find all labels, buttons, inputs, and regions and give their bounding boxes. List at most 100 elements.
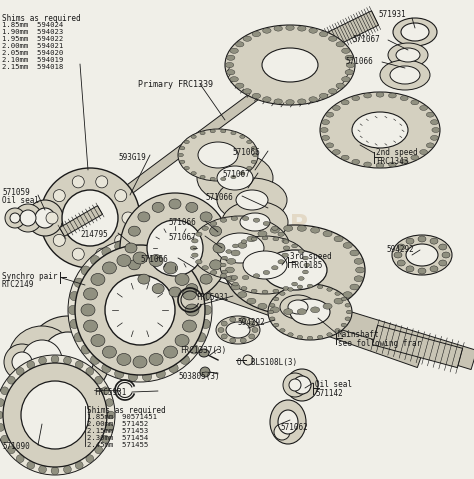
Ellipse shape bbox=[221, 321, 227, 326]
Ellipse shape bbox=[346, 310, 352, 314]
Ellipse shape bbox=[439, 244, 447, 250]
Ellipse shape bbox=[74, 332, 83, 342]
Ellipse shape bbox=[102, 247, 111, 257]
Ellipse shape bbox=[184, 140, 189, 144]
Ellipse shape bbox=[178, 153, 183, 157]
Ellipse shape bbox=[12, 352, 32, 372]
Ellipse shape bbox=[364, 93, 372, 98]
Ellipse shape bbox=[182, 320, 196, 332]
Ellipse shape bbox=[393, 18, 437, 46]
Ellipse shape bbox=[354, 276, 363, 282]
Ellipse shape bbox=[72, 176, 84, 188]
Ellipse shape bbox=[133, 356, 147, 368]
Ellipse shape bbox=[128, 226, 140, 236]
Text: Shims as required: Shims as required bbox=[2, 14, 81, 23]
Ellipse shape bbox=[1, 387, 9, 395]
Ellipse shape bbox=[252, 93, 261, 99]
Ellipse shape bbox=[40, 168, 140, 268]
Ellipse shape bbox=[293, 376, 311, 394]
Ellipse shape bbox=[263, 271, 270, 274]
Ellipse shape bbox=[210, 221, 217, 226]
Ellipse shape bbox=[39, 466, 46, 473]
Ellipse shape bbox=[156, 241, 165, 251]
Ellipse shape bbox=[283, 226, 293, 231]
Ellipse shape bbox=[191, 239, 198, 243]
Ellipse shape bbox=[117, 354, 131, 365]
Ellipse shape bbox=[290, 299, 330, 325]
Ellipse shape bbox=[236, 42, 244, 47]
Ellipse shape bbox=[152, 202, 164, 212]
Text: 571142: 571142 bbox=[315, 389, 343, 398]
Ellipse shape bbox=[125, 243, 137, 253]
Ellipse shape bbox=[107, 411, 115, 419]
Ellipse shape bbox=[226, 322, 250, 338]
Ellipse shape bbox=[251, 160, 256, 163]
Ellipse shape bbox=[427, 112, 434, 117]
Text: 2nd speed: 2nd speed bbox=[376, 148, 418, 157]
Ellipse shape bbox=[253, 274, 260, 278]
Ellipse shape bbox=[105, 275, 175, 345]
Ellipse shape bbox=[332, 105, 340, 111]
Ellipse shape bbox=[169, 247, 178, 257]
Text: 2.30mm  571454: 2.30mm 571454 bbox=[87, 435, 148, 441]
Text: 571067: 571067 bbox=[352, 35, 380, 44]
Ellipse shape bbox=[273, 323, 279, 327]
Ellipse shape bbox=[270, 307, 280, 313]
Ellipse shape bbox=[298, 99, 306, 104]
Ellipse shape bbox=[263, 250, 327, 290]
Text: 571066: 571066 bbox=[205, 193, 233, 202]
Ellipse shape bbox=[243, 355, 253, 365]
Ellipse shape bbox=[307, 284, 313, 288]
Ellipse shape bbox=[350, 250, 359, 256]
Ellipse shape bbox=[241, 286, 247, 290]
Ellipse shape bbox=[53, 190, 65, 202]
Ellipse shape bbox=[83, 320, 98, 332]
Text: RTC2149: RTC2149 bbox=[2, 280, 35, 289]
Ellipse shape bbox=[390, 66, 420, 84]
Ellipse shape bbox=[96, 248, 108, 260]
Text: Primary FRC1339: Primary FRC1339 bbox=[138, 80, 213, 89]
Ellipse shape bbox=[230, 317, 236, 322]
Text: 2.45mm  571455: 2.45mm 571455 bbox=[87, 442, 148, 448]
Ellipse shape bbox=[0, 355, 115, 475]
Ellipse shape bbox=[389, 162, 396, 167]
Polygon shape bbox=[292, 296, 474, 370]
Ellipse shape bbox=[180, 256, 190, 265]
Ellipse shape bbox=[117, 254, 131, 266]
Ellipse shape bbox=[336, 83, 345, 88]
Ellipse shape bbox=[249, 334, 255, 339]
Ellipse shape bbox=[68, 305, 78, 315]
Ellipse shape bbox=[280, 292, 285, 296]
Ellipse shape bbox=[197, 332, 206, 342]
Ellipse shape bbox=[169, 199, 181, 209]
Text: 571059: 571059 bbox=[2, 188, 30, 197]
Ellipse shape bbox=[0, 423, 4, 431]
Ellipse shape bbox=[343, 242, 352, 248]
Ellipse shape bbox=[341, 297, 346, 301]
Ellipse shape bbox=[411, 155, 419, 160]
Ellipse shape bbox=[430, 136, 438, 140]
Ellipse shape bbox=[252, 328, 258, 332]
Ellipse shape bbox=[202, 266, 209, 270]
Ellipse shape bbox=[101, 387, 109, 395]
Ellipse shape bbox=[8, 446, 15, 454]
Ellipse shape bbox=[283, 286, 289, 290]
Ellipse shape bbox=[334, 236, 343, 242]
Ellipse shape bbox=[115, 369, 124, 378]
Text: 571062: 571062 bbox=[280, 423, 308, 432]
Ellipse shape bbox=[227, 276, 236, 282]
Ellipse shape bbox=[75, 361, 83, 369]
Ellipse shape bbox=[392, 235, 452, 275]
Ellipse shape bbox=[236, 190, 268, 210]
Ellipse shape bbox=[352, 112, 408, 148]
Ellipse shape bbox=[230, 48, 238, 53]
Ellipse shape bbox=[190, 266, 199, 275]
Ellipse shape bbox=[91, 274, 105, 285]
Ellipse shape bbox=[210, 129, 215, 133]
Ellipse shape bbox=[341, 323, 346, 327]
Ellipse shape bbox=[74, 278, 83, 287]
Ellipse shape bbox=[389, 93, 396, 98]
Ellipse shape bbox=[106, 399, 113, 407]
Ellipse shape bbox=[439, 260, 447, 266]
Ellipse shape bbox=[236, 83, 244, 88]
